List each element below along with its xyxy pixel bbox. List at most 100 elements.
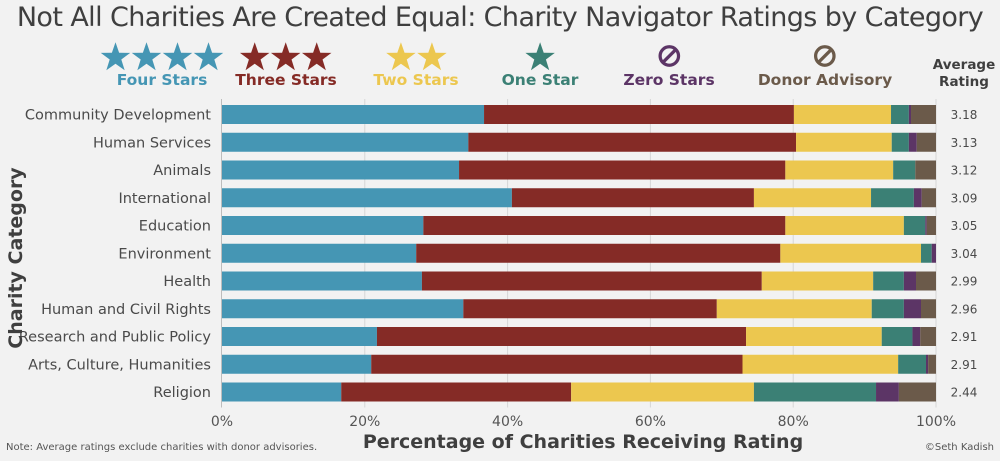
- bar-segment-four-stars: [222, 271, 422, 291]
- bar-segment-four-stars: [222, 299, 464, 319]
- footnote: Note: Average ratings exclude charities …: [6, 442, 318, 453]
- legend-label: Three Stars: [235, 71, 337, 89]
- category-label: Community Development: [25, 108, 211, 124]
- bar-segment-three-stars: [421, 271, 762, 291]
- bar-segment-donor-advisory: [920, 327, 936, 346]
- chart-title: Not All Charities Are Created Equal: Cha…: [16, 2, 984, 33]
- average-rating-header-line1: Average: [932, 57, 996, 73]
- legend-item-four-stars: Four Stars: [100, 40, 224, 89]
- bar-segment-zero-stars: [925, 216, 927, 235]
- legend-item-zero-stars: Zero Stars: [623, 40, 715, 89]
- bar-segment-donor-advisory: [928, 354, 936, 374]
- average-rating-value: 2.96: [951, 302, 978, 316]
- star-icon: [193, 41, 224, 70]
- bar-segment-donor-advisory: [911, 105, 936, 124]
- bar-segment-one-star: [891, 132, 909, 152]
- credit: ©Seth Kadish: [924, 442, 994, 453]
- bar-segment-four-stars: [222, 327, 377, 346]
- legend-item-donor-advisory: Donor Advisory: [758, 40, 892, 89]
- bar-segment-three-stars: [423, 216, 786, 235]
- prohibited-icon: [814, 45, 836, 67]
- category-label: Human and Civil Rights: [41, 302, 211, 318]
- bar-segment-one-star: [881, 327, 913, 346]
- bar-segment-donor-advisory: [915, 160, 936, 180]
- star-icon: [162, 41, 193, 70]
- average-rating-value: 3.04: [951, 247, 978, 261]
- legend-icons: [623, 40, 714, 72]
- bar-segment-two-stars: [785, 160, 894, 180]
- bar-segment-three-stars: [511, 188, 754, 208]
- star-icon: [100, 41, 131, 70]
- star-icon: [131, 41, 162, 70]
- average-rating-value: 3.13: [951, 136, 978, 150]
- bar-segment-four-stars: [222, 243, 417, 263]
- category-label: Research and Public Policy: [19, 330, 212, 346]
- bar-segment-two-stars: [796, 132, 892, 152]
- bar-segment-zero-stars: [903, 271, 917, 291]
- bar-segment-four-stars: [222, 105, 485, 124]
- bar-segment-zero-stars: [908, 132, 917, 152]
- bar-segment-three-stars: [484, 105, 794, 124]
- legend-icons: [758, 40, 892, 72]
- bar-segment-four-stars: [222, 354, 372, 374]
- category-label: Animals: [153, 163, 211, 179]
- category-label: Education: [139, 219, 211, 235]
- legend-item-two-stars: Two Stars: [373, 40, 459, 89]
- average-rating-header: Average Rating: [933, 57, 996, 91]
- bar-segment-four-stars: [222, 160, 460, 180]
- bar-segment-three-stars: [416, 243, 781, 263]
- bar-segment-zero-stars: [913, 188, 922, 208]
- bar-segment-four-stars: [222, 216, 424, 235]
- bar-segment-zero-stars: [908, 105, 912, 124]
- bar-segment-two-stars: [761, 271, 874, 291]
- bar-segment-two-stars: [780, 243, 922, 263]
- bar-segment-one-star: [891, 105, 909, 124]
- bar-segment-one-star: [871, 188, 914, 208]
- bar-segment-donor-advisory: [898, 382, 936, 402]
- bar-segment-three-stars: [459, 160, 786, 180]
- x-tick-label: 40%: [492, 414, 523, 430]
- average-rating-value: 2.91: [951, 330, 978, 344]
- bar-segment-zero-stars: [903, 299, 922, 319]
- star-icon: [416, 41, 447, 70]
- legend-label: Four Stars: [116, 71, 208, 89]
- bar-segment-one-star: [893, 160, 916, 180]
- x-tick-label: 20%: [349, 414, 380, 430]
- bar-segment-three-stars: [463, 299, 717, 319]
- x-tick-label: 60%: [635, 414, 666, 430]
- bar-segment-two-stars: [571, 382, 754, 402]
- average-rating-header-line2: Rating: [939, 74, 989, 90]
- category-label: Religion: [153, 385, 211, 401]
- legend-icons: [373, 40, 458, 72]
- bar-segment-two-stars: [753, 188, 872, 208]
- legend-item-one-star: One Star: [501, 40, 579, 89]
- bar-segment-two-stars: [746, 327, 882, 346]
- x-axis-title: Percentage of Charities Receiving Rating: [362, 431, 804, 453]
- bar-segment-donor-advisory: [916, 271, 936, 291]
- category-label: Human Services: [93, 135, 211, 151]
- bar-segment-one-star: [871, 299, 904, 319]
- bar-segment-two-stars: [742, 354, 899, 374]
- star-icon: [271, 41, 301, 70]
- legend-icons: [235, 40, 337, 72]
- star-icon: [385, 41, 416, 70]
- x-tick-label: 80%: [778, 414, 809, 430]
- bar-segment-donor-advisory: [921, 188, 936, 208]
- bar-segment-four-stars: [222, 382, 342, 402]
- category-label: Arts, Culture, Humanities: [28, 357, 211, 373]
- category-label: Health: [163, 274, 211, 290]
- x-tick-label: 0%: [211, 414, 233, 430]
- legend-icons: [100, 40, 224, 72]
- bar-segment-zero-stars: [931, 243, 936, 263]
- bar-segment-three-stars: [371, 354, 743, 374]
- category-label: Environment: [118, 246, 211, 262]
- bar-segment-zero-stars: [912, 327, 921, 346]
- legend-label: One Star: [501, 71, 579, 89]
- bar-segment-one-star: [921, 243, 932, 263]
- legend-label: Zero Stars: [623, 71, 715, 89]
- bar-segment-four-stars: [222, 188, 512, 208]
- average-rating-value: 3.18: [951, 108, 978, 122]
- bar-segment-two-stars: [785, 216, 904, 235]
- bar-segment-zero-stars: [876, 382, 899, 402]
